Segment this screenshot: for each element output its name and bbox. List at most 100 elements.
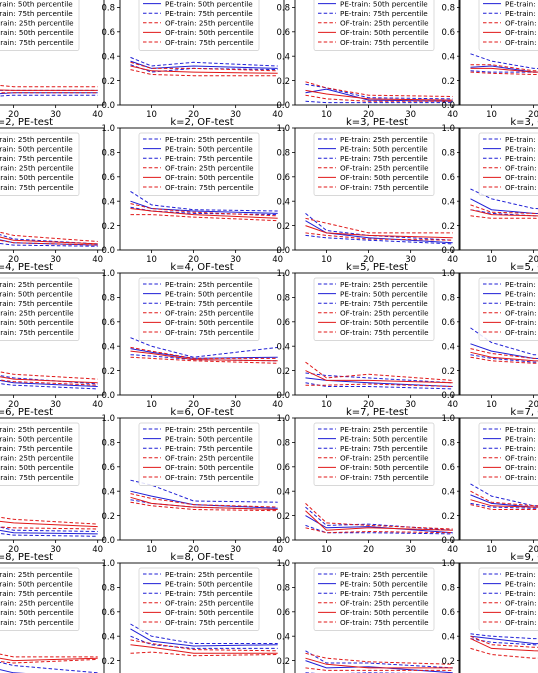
legend-label: OF-train: 75th percentile xyxy=(340,618,429,627)
x-tick-label: 30 xyxy=(405,400,416,410)
y-tick-label: 0.6 xyxy=(276,463,290,473)
legend-label: OF-train: 75th percentile xyxy=(505,183,538,192)
y-tick-label: 0.6 xyxy=(441,28,455,38)
y-tick-label: 1.0 xyxy=(441,414,455,424)
series-line-of-25th xyxy=(130,501,278,512)
legend-label: OF-train: 50th percentile xyxy=(340,608,429,617)
subplot-title: k=3, OF-test xyxy=(510,117,538,128)
series-line-of-25th xyxy=(0,526,98,530)
series-line-of-75th xyxy=(305,217,453,234)
legend-box xyxy=(0,0,80,51)
x-tick-label: 10 xyxy=(486,400,497,410)
legend-label: PE-train: 50th percentile xyxy=(0,289,73,298)
series-line-of-25th xyxy=(305,383,453,387)
y-tick-label: 1.0 xyxy=(276,124,290,134)
legend-label: OF-train: 50th percentile xyxy=(165,318,254,327)
series-line-of-50th xyxy=(130,350,278,362)
y-tick-label: 0.6 xyxy=(276,318,290,328)
x-tick-label: 30 xyxy=(50,255,61,265)
x-tick-label: 10 xyxy=(146,110,157,120)
y-tick-label: 1.0 xyxy=(441,559,455,569)
legend-label: OF-train: 50th percentile xyxy=(505,318,538,327)
legend-label: OF-train: 75th percentile xyxy=(340,38,429,47)
legend-box xyxy=(138,567,260,631)
y-tick-label: 1.0 xyxy=(101,124,115,134)
series-line-of-50th xyxy=(0,376,98,384)
y-tick-label: 0.2 xyxy=(276,222,290,232)
y-tick-label: 0.8 xyxy=(441,149,455,159)
series-line-pe-25th xyxy=(0,533,98,537)
x-tick-label: 20 xyxy=(363,255,374,265)
series-group xyxy=(470,53,538,75)
subplot-2-1: 0.0 0.2 0.4 0.6 0.8 1.0 10 20 30 40 k=4, OF-test PE… xyxy=(101,262,285,410)
legend-label: PE-train: 50th percentile xyxy=(165,289,253,298)
legend-box xyxy=(138,277,260,341)
x-tick-label: 40 xyxy=(92,545,103,555)
y-tick-label: 0.4 xyxy=(101,197,115,207)
series-group xyxy=(0,231,98,247)
y-tick-label: 0.4 xyxy=(441,487,455,497)
legend-label: PE-train: 75th percentile xyxy=(0,299,73,308)
subplot-1-1: 0.0 0.2 0.4 0.6 0.8 1.0 10 20 30 40 k=2, OF-test PE… xyxy=(101,117,285,265)
legend-label: OF-train: 50th percentile xyxy=(340,463,429,472)
series-line-pe-50th xyxy=(470,343,538,359)
y-tick-label: 0.0 xyxy=(101,101,115,111)
legend-label: OF-train: 50th percentile xyxy=(0,463,74,472)
series-group xyxy=(305,213,453,245)
subplot-4-2: 0.00.20.40.60.81.010203040PE-train: 25th… xyxy=(276,559,460,673)
series-line-of-75th xyxy=(470,204,538,214)
series-line-of-25th xyxy=(470,356,538,364)
x-tick-label: 30 xyxy=(230,545,241,555)
y-tick-label: 0.8 xyxy=(441,584,455,594)
y-tick-label: 0.6 xyxy=(276,28,290,38)
legend-label: PE-train: 25th percentile xyxy=(165,425,253,434)
legend-label: PE-train: 50th percentile xyxy=(505,289,538,298)
subplot-title: k=8, PE-test xyxy=(0,552,53,563)
legend-label: PE-train: 75th percentile xyxy=(505,9,538,18)
series-line-pe-75th xyxy=(0,661,98,673)
y-tick-label: 0.4 xyxy=(441,632,455,642)
legend-label: PE-train: 50th percentile xyxy=(0,579,73,588)
legend-label: OF-train: 75th percentile xyxy=(505,328,538,337)
legend-label: PE-train: 50th percentile xyxy=(505,0,538,8)
legend-label: OF-train: 25th percentile xyxy=(165,599,254,608)
legend-label: OF-train: 25th percentile xyxy=(165,19,254,28)
legend-label: PE-train: 50th percentile xyxy=(505,434,538,443)
legend-box xyxy=(138,422,260,486)
y-tick-label: 0.6 xyxy=(441,318,455,328)
x-tick-label: 10 xyxy=(486,545,497,555)
legend-label: PE-train: 25th percentile xyxy=(340,135,428,144)
series-group xyxy=(305,81,453,104)
x-tick-label: 30 xyxy=(230,255,241,265)
legend-label: PE-train: 25th percentile xyxy=(505,280,538,289)
legend-label: OF-train: 50th percentile xyxy=(340,173,429,182)
legend-box xyxy=(313,0,435,51)
x-tick-label: 20 xyxy=(8,255,19,265)
legend-label: OF-train: 25th percentile xyxy=(165,164,254,173)
series-line-of-75th xyxy=(470,64,538,72)
legend-label: PE-train: 75th percentile xyxy=(0,9,73,18)
legend-label: PE-train: 25th percentile xyxy=(165,135,253,144)
x-tick-label: 20 xyxy=(188,400,199,410)
y-tick-label: 0.2 xyxy=(276,657,290,667)
series-line-pe-50th xyxy=(130,60,278,69)
y-tick-label: 0.6 xyxy=(441,608,455,618)
legend-label: OF-train: 25th percentile xyxy=(505,454,538,463)
x-tick-label: 20 xyxy=(528,110,538,120)
legend-box xyxy=(0,567,80,631)
x-tick-label: 40 xyxy=(447,545,458,555)
legend-label: OF-train: 75th percentile xyxy=(0,38,74,47)
series-line-pe-50th xyxy=(130,200,278,214)
legend-label: PE-train: 75th percentile xyxy=(165,589,253,598)
legend-label: OF-train: 75th percentile xyxy=(340,183,429,192)
series-line-of-50th xyxy=(130,65,278,74)
x-tick-label: 30 xyxy=(405,110,416,120)
subplot-0-0: 0.00.20.40.60.81.010203040PE-train: 25th… xyxy=(0,0,105,120)
legend-label: PE-train: 50th percentile xyxy=(340,579,428,588)
y-tick-label: 0.4 xyxy=(276,52,290,62)
legend-label: PE-train: 50th percentile xyxy=(0,0,73,8)
